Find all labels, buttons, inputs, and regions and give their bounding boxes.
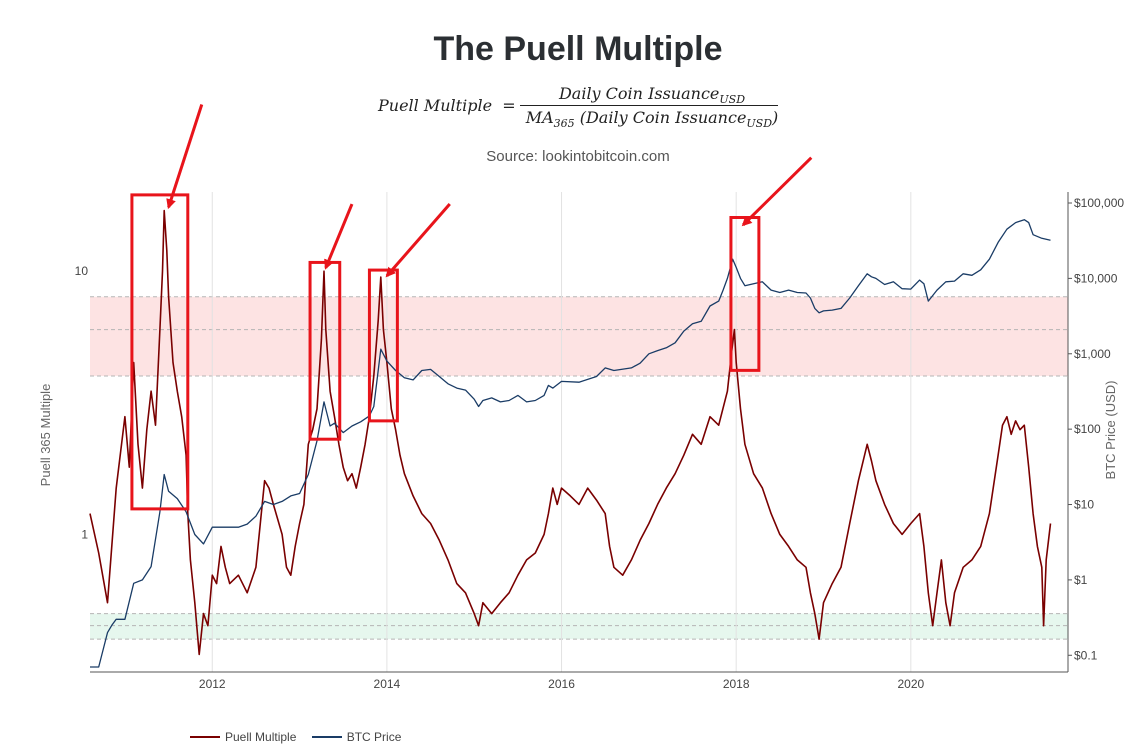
y2-tick-10: $10 <box>1074 498 1094 512</box>
y2-tick-1000: $1,000 <box>1074 347 1111 361</box>
btc-price-line <box>90 219 1051 668</box>
legend-label-puell: Puell Multiple <box>225 730 297 744</box>
chart-title: The Puell Multiple <box>433 30 723 68</box>
box-2013a-arrow <box>324 203 354 270</box>
annotations <box>130 104 813 511</box>
formula-numerator: Daily Coin IssuanceUSD <box>558 84 746 107</box>
y2-tick-1: $1 <box>1074 573 1088 587</box>
x-tick-2020: 2020 <box>897 677 924 691</box>
grid-lines <box>211 192 912 672</box>
formula-fraction-bar <box>520 105 778 106</box>
y1-axis-label: Puell 365 Multiple <box>38 384 53 487</box>
axes: 2012 2014 2016 2018 2020 10 1 $100,000 $10,000 $1… <box>75 192 1124 691</box>
x-tick-2014: 2014 <box>374 677 401 691</box>
x-tick-2012: 2012 <box>199 677 226 691</box>
box-2011-arrow <box>166 104 204 210</box>
puell-multiple-line <box>89 209 1052 656</box>
y1-tick-1: 1 <box>81 527 88 541</box>
legend-swatch-puell <box>190 736 220 738</box>
legend-swatch-btc <box>311 736 342 738</box>
x-tick-2018: 2018 <box>723 677 750 691</box>
y2-tick-100000: $100,000 <box>1074 196 1124 210</box>
legend-label-btc: BTC Price <box>346 730 402 744</box>
formula-denominator: MA365 (Daily Coin IssuanceUSD) <box>525 108 779 131</box>
box-2013b-arrow <box>385 203 451 278</box>
x-tick-2016: 2016 <box>548 677 575 691</box>
y1-tick-10: 10 <box>75 264 89 278</box>
legend-item-puell[interactable]: Puell Multiple <box>190 730 296 744</box>
box-2011-box <box>130 193 190 511</box>
high-zone-band <box>90 296 1068 376</box>
y2-tick-10000: $10,000 <box>1074 271 1118 285</box>
source-caption: Source: lookintobitcoin.com <box>486 148 670 165</box>
formula-lhs: Puell Multiple = <box>378 96 516 115</box>
formula: Puell Multiple = Daily Coin IssuanceUSD … <box>360 82 800 132</box>
series-lines <box>89 209 1052 668</box>
y2-axis-label: BTC Price (USD) <box>1103 381 1118 480</box>
legend-item-btc[interactable]: BTC Price <box>311 730 402 744</box>
y2-tick-0.1: $0.1 <box>1074 648 1098 662</box>
legend: Puell Multiple BTC Price <box>190 727 413 744</box>
box-2013b-box <box>367 268 399 423</box>
zone-bands <box>90 296 1068 640</box>
low-zone-band <box>90 613 1068 640</box>
y2-tick-100: $100 <box>1074 422 1101 436</box>
box-2018-arrow <box>741 156 813 227</box>
